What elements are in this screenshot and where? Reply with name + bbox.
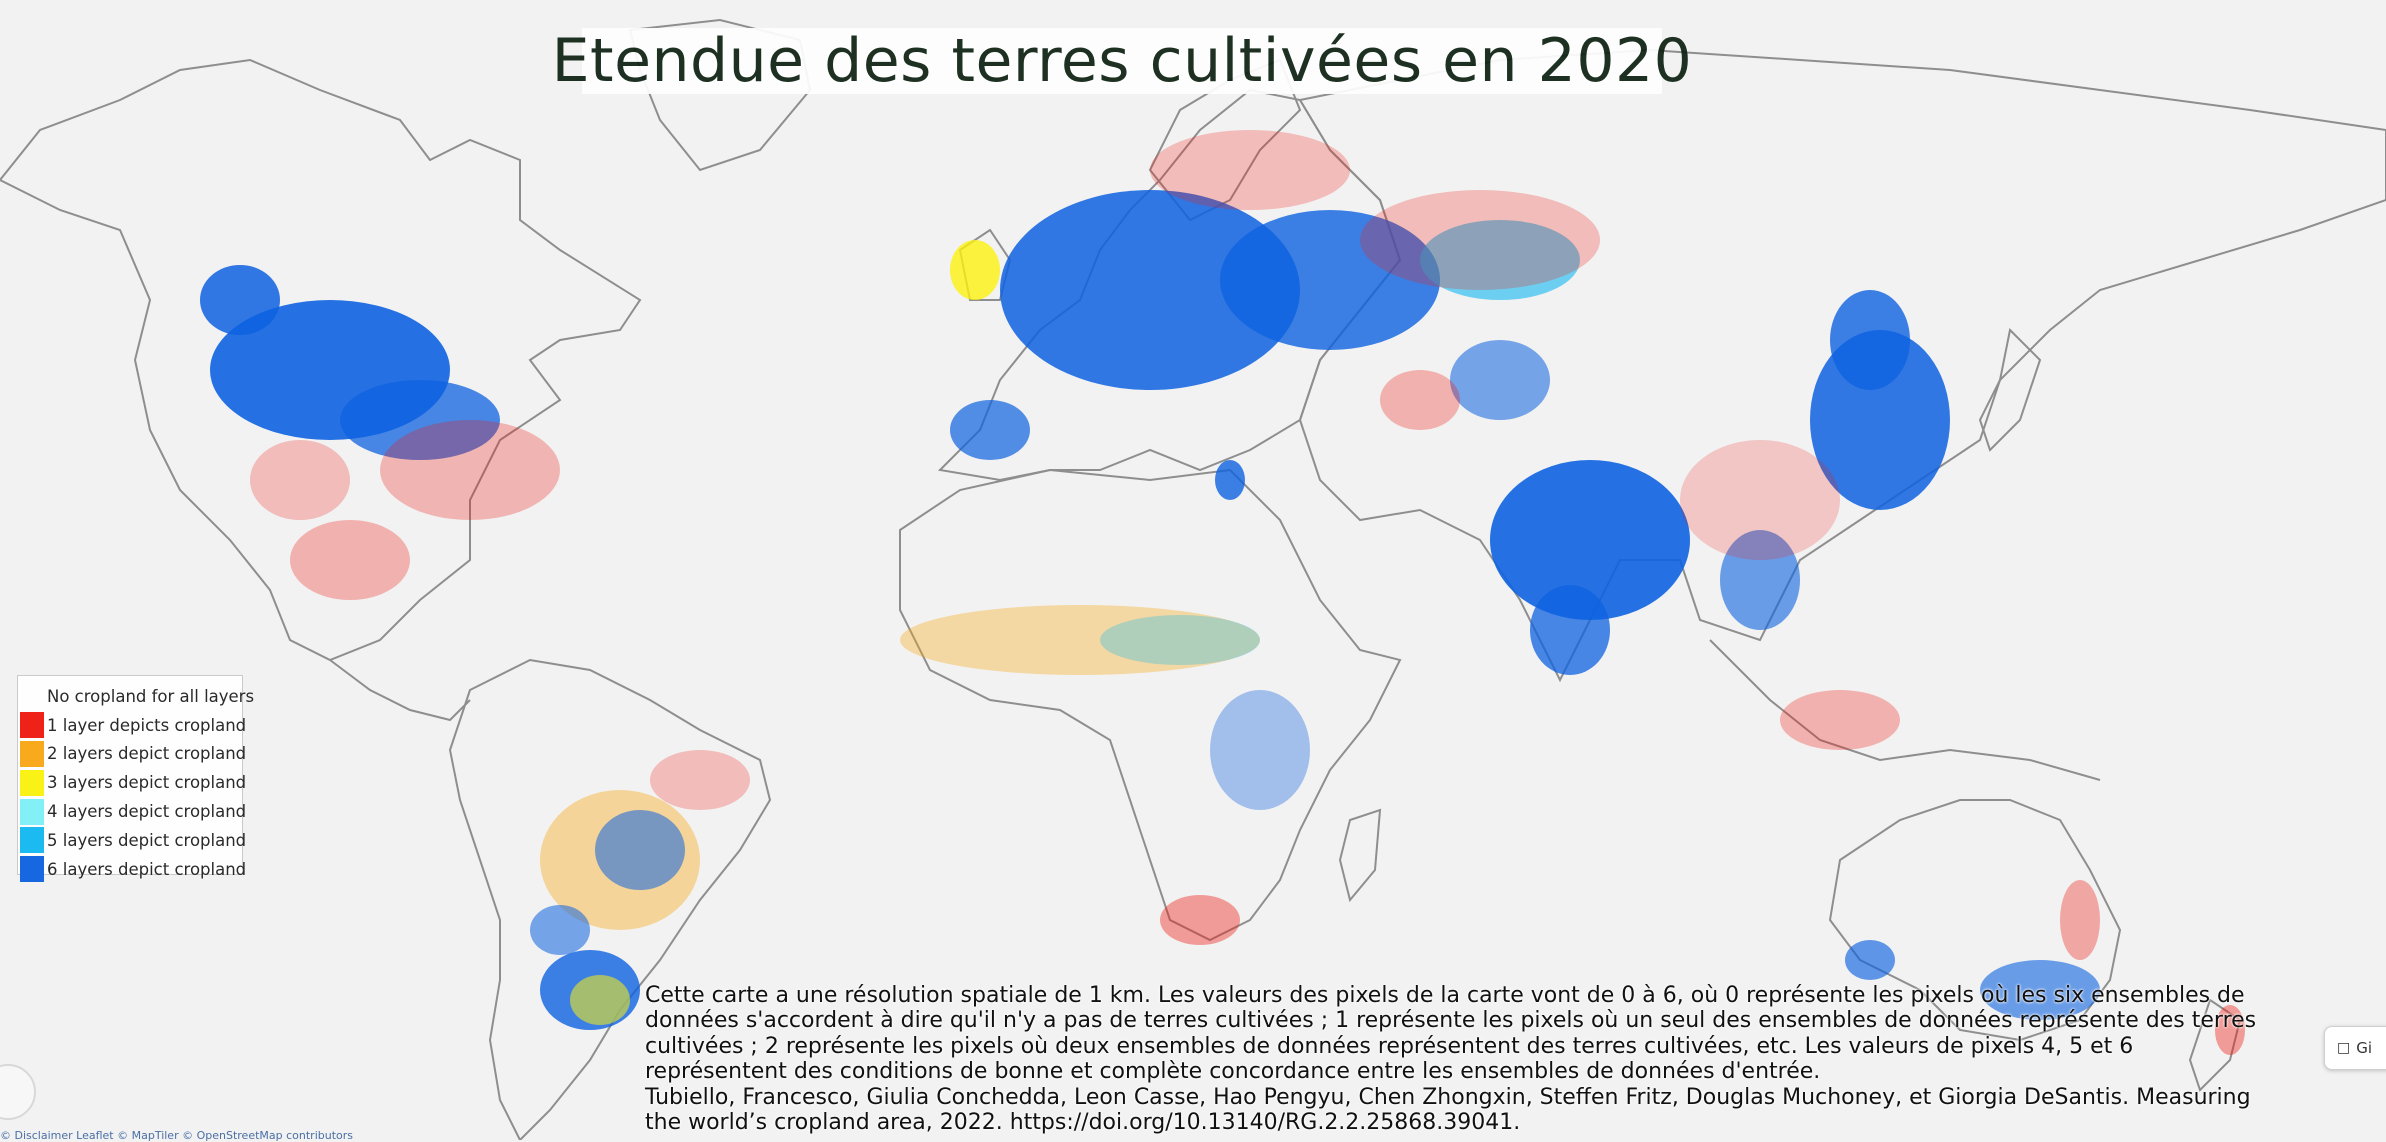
legend-label-3: 3 layers depict cropland <box>47 773 247 793</box>
legend-label-6: 6 layers depict cropland <box>47 859 247 879</box>
map-title-box: Etendue des terres cultivées en 2020 <box>552 26 1692 96</box>
feedback-button[interactable]: □ Gi <box>2324 1026 2386 1070</box>
legend-item-5: 5 layers depict cropland <box>20 826 246 855</box>
comment-icon: □ <box>2337 1040 2351 1056</box>
south-america-outline <box>448 658 772 1140</box>
japan-outline <box>1978 327 2042 452</box>
asia-outline <box>1298 48 2386 683</box>
caption-description: Cette carte a une résolution spatiale de… <box>645 983 2257 1085</box>
north-america-outline <box>0 58 642 662</box>
legend-item-1: 1 layer depicts cropland <box>20 711 246 740</box>
cropland-pixels <box>200 130 2245 1055</box>
legend-swatch-5 <box>20 827 44 854</box>
indonesia-outline <box>1709 639 2101 781</box>
legend-label-0: No cropland for all layers <box>47 686 255 706</box>
legend-item-6: 6 layers depict cropland <box>20 855 246 884</box>
central-america-outline <box>329 659 471 722</box>
caption-citation: Tubiello, Francesco, Giulia Conchedda, L… <box>645 1084 2251 1136</box>
map-title: Etendue des terres cultivées en 2020 <box>551 26 1693 96</box>
map-attribution[interactable]: © Disclaimer Leaflet © MapTiler © OpenSt… <box>0 1129 353 1142</box>
legend-item-3: 3 layers depict cropland <box>20 768 246 797</box>
legend-swatch-6 <box>20 856 44 883</box>
legend: No cropland for all layers 1 layer depict… <box>17 675 254 883</box>
new-zealand-outline <box>2188 998 2242 1092</box>
map-caption: Cette carte a une résolution spatiale de… <box>645 983 2267 1135</box>
legend-label-5: 5 layers depict cropland <box>47 830 247 850</box>
legend-swatch-2 <box>20 740 44 767</box>
legend-label-2: 2 layers depict cropland <box>47 744 247 764</box>
legend-swatch-3 <box>20 769 44 796</box>
legend-item-4: 4 layers depict cropland <box>20 797 246 826</box>
legend-label-1: 1 layer depicts cropland <box>47 715 247 735</box>
legend-swatch-0 <box>20 683 44 710</box>
madagascar-outline <box>1338 808 1382 903</box>
legend-item-2: 2 layers depict cropland <box>20 740 246 769</box>
legend-swatch-1 <box>20 712 44 739</box>
legend-label-4: 4 layers depict cropland <box>47 802 247 822</box>
legend-swatch-4 <box>20 798 44 825</box>
legend-item-0: No cropland for all layers <box>20 682 254 711</box>
feedback-label: Gi <box>2356 1039 2373 1057</box>
